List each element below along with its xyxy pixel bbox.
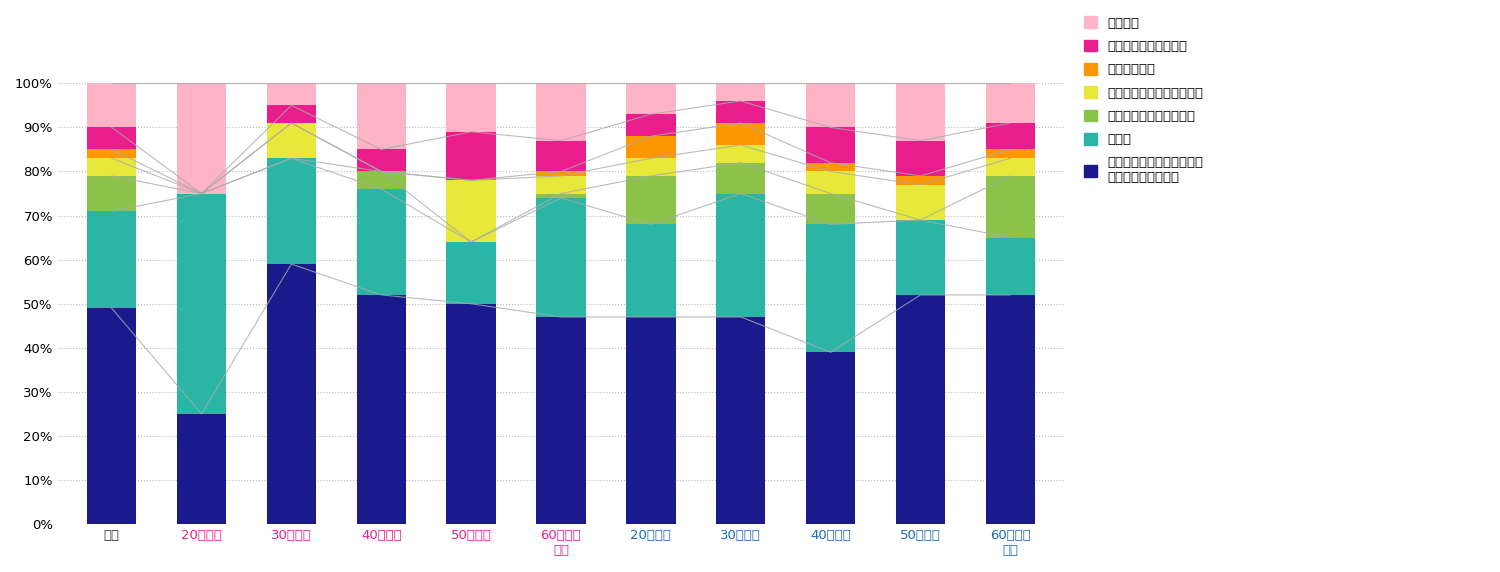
Bar xyxy=(806,162,855,172)
Bar xyxy=(447,304,497,524)
Bar xyxy=(986,295,1035,524)
Bar xyxy=(806,128,855,162)
Bar xyxy=(806,352,855,524)
Bar xyxy=(716,317,765,524)
Bar xyxy=(986,158,1035,176)
Bar xyxy=(896,84,945,141)
Bar xyxy=(357,189,407,295)
Bar xyxy=(87,176,136,211)
Bar xyxy=(267,84,316,105)
Bar xyxy=(986,123,1035,149)
Bar xyxy=(626,224,675,317)
Bar xyxy=(626,136,675,158)
Bar xyxy=(87,84,136,128)
Bar xyxy=(626,176,675,224)
Bar xyxy=(87,211,136,308)
Bar xyxy=(177,414,226,524)
Bar xyxy=(537,172,585,176)
Bar xyxy=(267,158,316,264)
Bar xyxy=(447,84,497,132)
Bar xyxy=(87,128,136,149)
Bar xyxy=(537,141,585,172)
Bar xyxy=(716,162,765,193)
Bar xyxy=(986,237,1035,295)
Bar xyxy=(537,317,585,524)
Bar xyxy=(537,176,585,193)
Bar xyxy=(626,158,675,176)
Bar xyxy=(896,141,945,176)
Bar xyxy=(986,84,1035,123)
Bar xyxy=(357,295,407,524)
Bar xyxy=(177,193,226,414)
Bar xyxy=(896,185,945,220)
Bar xyxy=(716,193,765,317)
Bar xyxy=(806,224,855,352)
Bar xyxy=(896,295,945,524)
Bar xyxy=(986,176,1035,237)
Bar xyxy=(447,180,497,242)
Bar xyxy=(806,193,855,224)
Bar xyxy=(806,84,855,128)
Bar xyxy=(626,114,675,136)
Bar xyxy=(87,308,136,524)
Bar xyxy=(716,101,765,123)
Legend: そのほか, 夜遅くまでやっている, 施設の臨場感, 接客面を含む居心地の良さ, ピッチングマシンの性能, 低価格, 家や職場、最寄駅といった
生活圈内からの距離: そのほか, 夜遅くまでやっている, 施設の臨場感, 接客面を含む居心地の良さ, … xyxy=(1082,14,1206,187)
Bar xyxy=(357,84,407,149)
Bar xyxy=(87,158,136,176)
Bar xyxy=(896,220,945,295)
Bar xyxy=(716,123,765,145)
Bar xyxy=(896,176,945,185)
Bar xyxy=(537,193,585,198)
Bar xyxy=(267,123,316,158)
Bar xyxy=(267,264,316,524)
Bar xyxy=(357,149,407,172)
Bar xyxy=(537,84,585,141)
Bar xyxy=(806,172,855,193)
Bar xyxy=(177,84,226,193)
Bar xyxy=(716,145,765,162)
Bar xyxy=(626,317,675,524)
Bar xyxy=(447,132,497,180)
Bar xyxy=(537,198,585,317)
Bar xyxy=(447,242,497,304)
Bar xyxy=(357,172,407,189)
Bar xyxy=(267,105,316,123)
Bar xyxy=(626,84,675,114)
Bar xyxy=(716,84,765,101)
Bar xyxy=(986,149,1035,158)
Bar xyxy=(87,149,136,158)
